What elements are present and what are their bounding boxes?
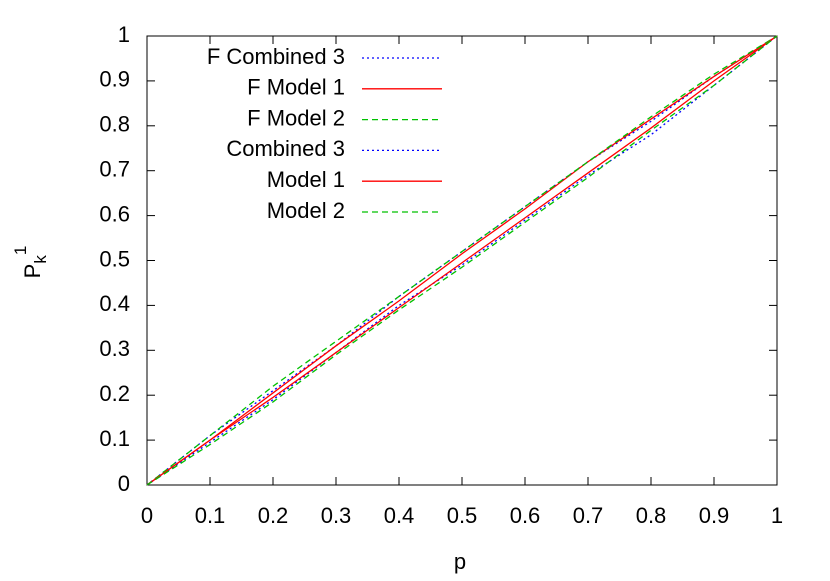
x-tick-label: 0.1 <box>195 503 226 528</box>
y-axis-label: Pk1 <box>11 246 50 279</box>
legend-label: Combined 3 <box>226 136 345 161</box>
y-label-base: P <box>20 264 45 279</box>
plot-frame <box>146 35 778 486</box>
y-tick-label: 0.3 <box>99 336 130 361</box>
y-tick-label: 0 <box>118 471 130 496</box>
series-line <box>146 35 778 486</box>
x-tick-label: 0 <box>141 503 153 528</box>
series-line <box>146 35 778 486</box>
y-tick-label: 0.4 <box>99 291 130 316</box>
legend-label: Model 1 <box>267 167 345 192</box>
y-tick-label: 0.9 <box>99 67 130 92</box>
series-line <box>146 35 778 486</box>
y-tick-label: 0.8 <box>99 112 130 137</box>
x-tick-label: 0.9 <box>699 503 730 528</box>
y-label-sub: k <box>31 255 50 264</box>
x-tick-label: 0.8 <box>636 503 667 528</box>
y-tick-label: 0.5 <box>99 246 130 271</box>
series-line <box>146 35 778 486</box>
y-tick-label: 1 <box>118 22 130 47</box>
legend-label: Model 2 <box>267 198 345 223</box>
y-tick-label: 0.6 <box>99 201 130 226</box>
x-tick-label: 0.4 <box>384 503 415 528</box>
y-tick-label: 0.7 <box>99 157 130 182</box>
y-tick-label: 0.1 <box>99 426 130 451</box>
series-line <box>146 35 778 486</box>
legend-label: F Model 1 <box>247 75 345 100</box>
series-line <box>146 35 778 486</box>
x-tick-label: 0.3 <box>321 503 352 528</box>
legend-label: F Combined 3 <box>207 44 345 69</box>
y-label-sup: 1 <box>11 246 30 255</box>
legend-label: F Model 2 <box>247 105 345 130</box>
x-tick-label: 0.5 <box>447 503 478 528</box>
x-tick-label: 1 <box>771 503 783 528</box>
x-axis-label: p <box>454 549 466 574</box>
x-tick-label: 0.7 <box>573 503 604 528</box>
y-tick-label: 0.2 <box>99 381 130 406</box>
x-tick-label: 0.6 <box>510 503 541 528</box>
x-tick-label: 0.2 <box>258 503 289 528</box>
